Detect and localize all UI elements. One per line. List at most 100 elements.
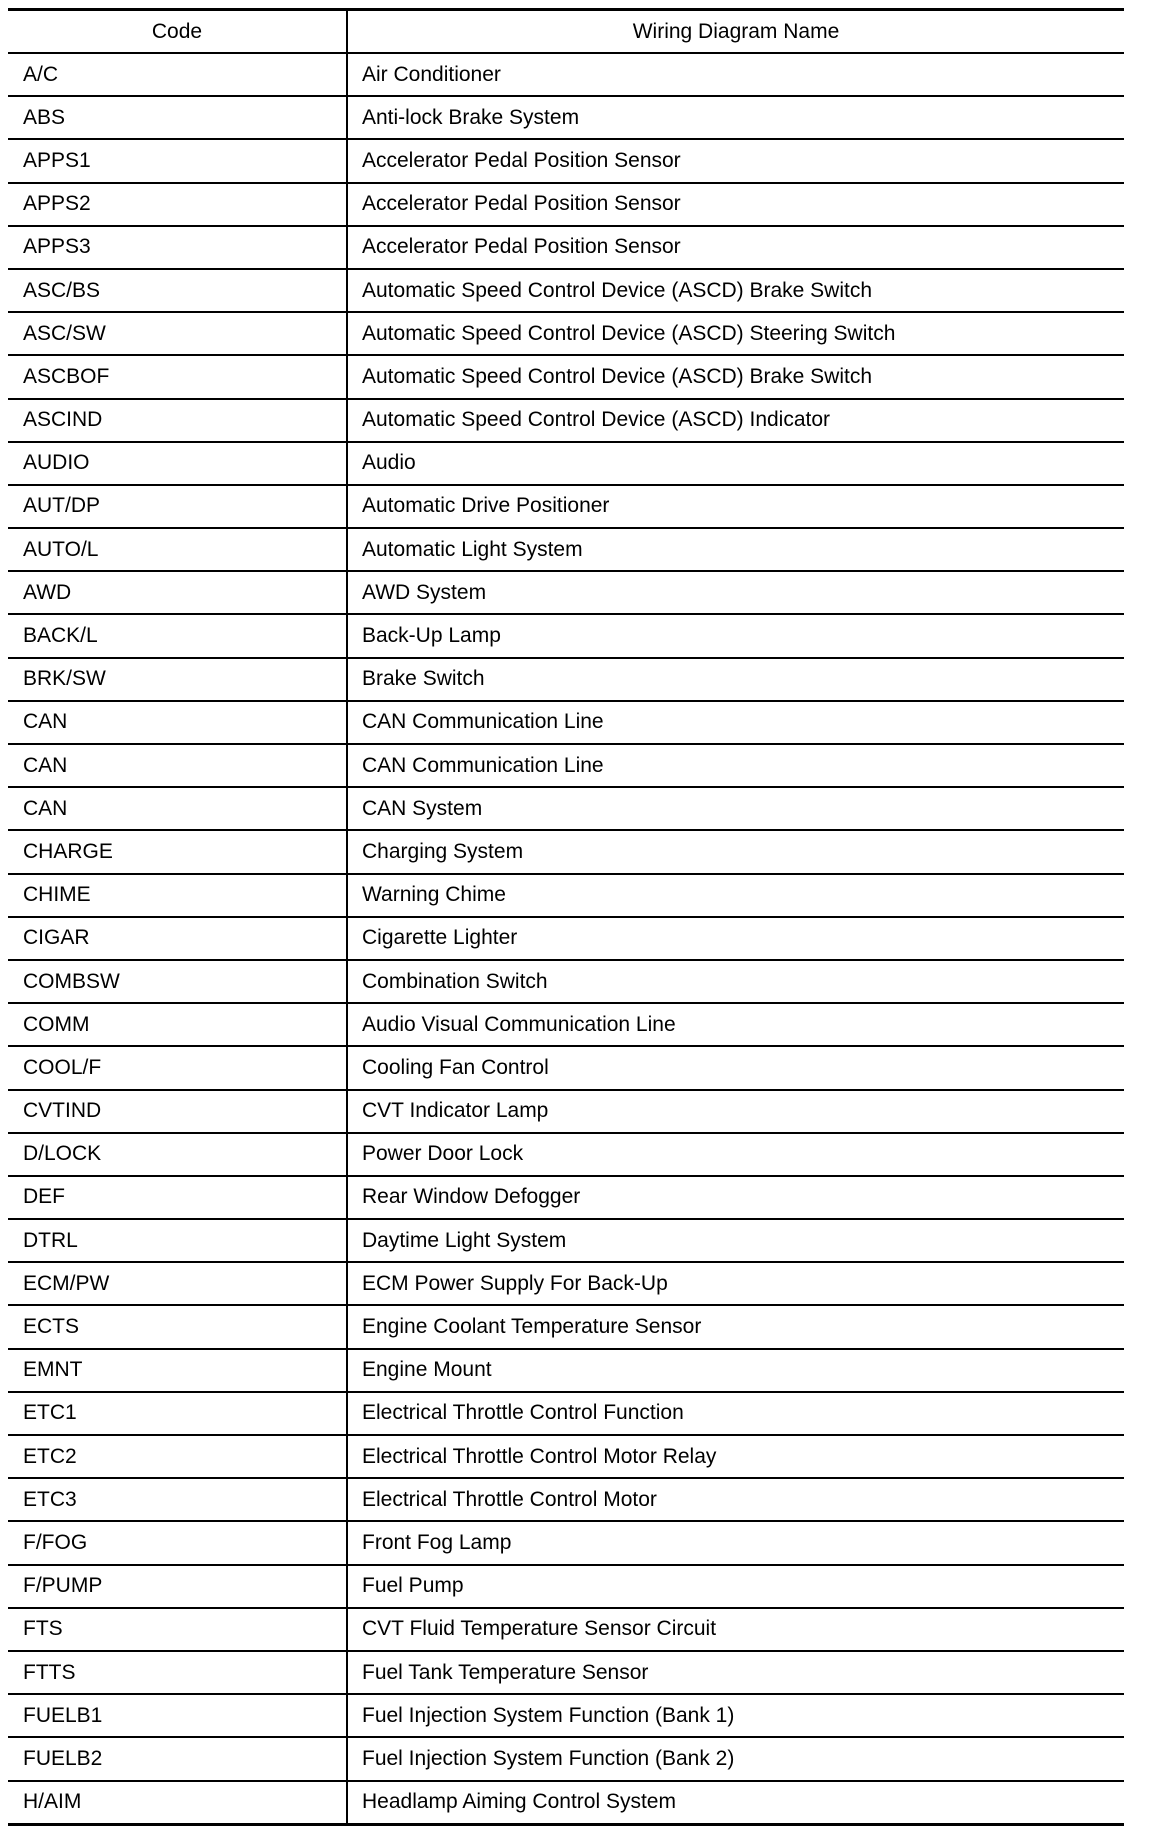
code-cell: F/PUMP [8, 1564, 348, 1609]
code-cell: ETC1 [8, 1391, 348, 1437]
code-cell: ASCIND [8, 398, 348, 443]
table-row: ABS Anti-lock Brake System [8, 96, 1124, 141]
table-row: AWD AWD System [8, 571, 1124, 616]
name-cell: Electrical Throttle Control Motor [347, 1478, 1124, 1523]
table-row: ETC1 Electrical Throttle Control Function [8, 1391, 1124, 1437]
name-cell: Cigarette Lighter [347, 916, 1124, 961]
table-row: A/C Air Conditioner [8, 53, 1124, 98]
name-cell: Daytime Light System [347, 1219, 1124, 1264]
table-row: ASC/SW Automatic Speed Control Device (AS… [8, 312, 1124, 357]
table-row: D/LOCK Power Door Lock [8, 1132, 1124, 1177]
table-row: CAN CAN Communication Line [8, 700, 1124, 746]
code-cell: ABS [8, 96, 348, 141]
name-cell: Automatic Speed Control Device (ASCD) Br… [347, 355, 1124, 400]
name-cell: Automatic Speed Control Device (ASCD) Br… [347, 268, 1124, 314]
code-cell: ASC/SW [8, 312, 348, 357]
code-cell: FUELB1 [8, 1694, 348, 1739]
code-cell: ASCBOF [8, 355, 348, 400]
code-cell: COMBSW [8, 959, 348, 1005]
code-cell: ETC2 [8, 1435, 348, 1480]
column-header-code: Code [8, 9, 348, 54]
name-cell: CAN System [347, 787, 1124, 832]
name-cell: Brake Switch [347, 657, 1124, 702]
code-cell: AUDIO [8, 441, 348, 486]
code-cell: APPS2 [8, 182, 348, 227]
name-cell: CVT Indicator Lamp [347, 1089, 1124, 1134]
name-cell: Automatic Drive Positioner [347, 484, 1124, 530]
name-cell: Air Conditioner [347, 53, 1124, 98]
table-row: FTTS Fuel Tank Temperature Sensor [8, 1650, 1124, 1696]
table-row: CHIME Warning Chime [8, 873, 1124, 918]
code-cell: ECM/PW [8, 1262, 348, 1307]
code-cell: H/AIM [8, 1780, 348, 1825]
table-row: CVTIND CVT Indicator Lamp [8, 1089, 1124, 1134]
code-cell: A/C [8, 53, 348, 98]
name-cell: Combination Switch [347, 959, 1124, 1005]
name-cell: Engine Coolant Temperature Sensor [347, 1305, 1124, 1350]
table-row: ETC3 Electrical Throttle Control Motor [8, 1478, 1124, 1523]
name-cell: AWD System [347, 571, 1124, 616]
name-cell: Power Door Lock [347, 1132, 1124, 1177]
code-cell: DEF [8, 1175, 348, 1221]
code-cell: FTTS [8, 1650, 348, 1696]
table-row: BRK/SW Brake Switch [8, 657, 1124, 702]
code-cell: AUTO/L [8, 528, 348, 573]
code-cell: COMM [8, 1003, 348, 1048]
code-cell: AWD [8, 571, 348, 616]
table-row: ASCBOF Automatic Speed Control Device (AS… [8, 355, 1124, 400]
table-row: H/AIM Headlamp Aiming Control System [8, 1780, 1124, 1825]
table-row: APPS2 Accelerator Pedal Position Sensor [8, 182, 1124, 227]
table-row: APPS3 Accelerator Pedal Position Sensor [8, 225, 1124, 270]
code-cell: BRK/SW [8, 657, 348, 702]
name-cell: Audio Visual Communication Line [347, 1003, 1124, 1048]
table-row: ETC2 Electrical Throttle Control Motor Re… [8, 1435, 1124, 1480]
name-cell: Fuel Tank Temperature Sensor [347, 1650, 1124, 1696]
code-cell: FUELB2 [8, 1737, 348, 1782]
name-cell: ECM Power Supply For Back-Up [347, 1262, 1124, 1307]
table-row: ECTS Engine Coolant Temperature Sensor [8, 1305, 1124, 1350]
name-cell: Audio [347, 441, 1124, 486]
code-cell: APPS3 [8, 225, 348, 270]
name-cell: Automatic Speed Control Device (ASCD) In… [347, 398, 1124, 443]
name-cell: Back-Up Lamp [347, 614, 1124, 659]
column-header-name: Wiring Diagram Name [347, 9, 1124, 54]
code-cell: FTS [8, 1607, 348, 1652]
name-cell: Accelerator Pedal Position Sensor [347, 225, 1124, 270]
name-cell: Accelerator Pedal Position Sensor [347, 139, 1124, 184]
table-row: ECM/PW ECM Power Supply For Back-Up [8, 1262, 1124, 1307]
table-row: CIGAR Cigarette Lighter [8, 916, 1124, 961]
table-row: FTS CVT Fluid Temperature Sensor Circuit [8, 1607, 1124, 1652]
code-cell: D/LOCK [8, 1132, 348, 1177]
name-cell: Charging System [347, 830, 1124, 875]
table-row: ASC/BS Automatic Speed Control Device (AS… [8, 268, 1124, 314]
table-row: DEF Rear Window Defogger [8, 1175, 1124, 1221]
code-cell: ECTS [8, 1305, 348, 1350]
name-cell: Front Fog Lamp [347, 1521, 1124, 1566]
table-row: AUDIO Audio [8, 441, 1124, 486]
table-row: COMBSW Combination Switch [8, 959, 1124, 1005]
name-cell: Automatic Speed Control Device (ASCD) St… [347, 312, 1124, 357]
table-row: CAN CAN System [8, 787, 1124, 832]
name-cell: Warning Chime [347, 873, 1124, 918]
table-row: BACK/L Back-Up Lamp [8, 614, 1124, 659]
wiring-diagram-code-table: Code Wiring Diagram Name A/C Air Conditio… [8, 8, 1124, 1826]
code-cell: AUT/DP [8, 484, 348, 530]
table-row: COMM Audio Visual Communication Line [8, 1003, 1124, 1048]
code-cell: CAN [8, 700, 348, 746]
code-cell: BACK/L [8, 614, 348, 659]
name-cell: Automatic Light System [347, 528, 1124, 573]
table-row: AUTO/L Automatic Light System [8, 528, 1124, 573]
name-cell: Cooling Fan Control [347, 1046, 1124, 1091]
name-cell: Anti-lock Brake System [347, 96, 1124, 141]
name-cell: Fuel Injection System Function (Bank 1) [347, 1694, 1124, 1739]
table-row: AUT/DP Automatic Drive Positioner [8, 484, 1124, 530]
name-cell: Engine Mount [347, 1348, 1124, 1393]
code-cell: APPS1 [8, 139, 348, 184]
name-cell: CAN Communication Line [347, 744, 1124, 789]
table-row: CHARGE Charging System [8, 830, 1124, 875]
table-row: CAN CAN Communication Line [8, 744, 1124, 789]
table-row: ASCIND Automatic Speed Control Device (AS… [8, 398, 1124, 443]
name-cell: Accelerator Pedal Position Sensor [347, 182, 1124, 227]
code-cell: COOL/F [8, 1046, 348, 1091]
table-row: APPS1 Accelerator Pedal Position Sensor [8, 139, 1124, 184]
